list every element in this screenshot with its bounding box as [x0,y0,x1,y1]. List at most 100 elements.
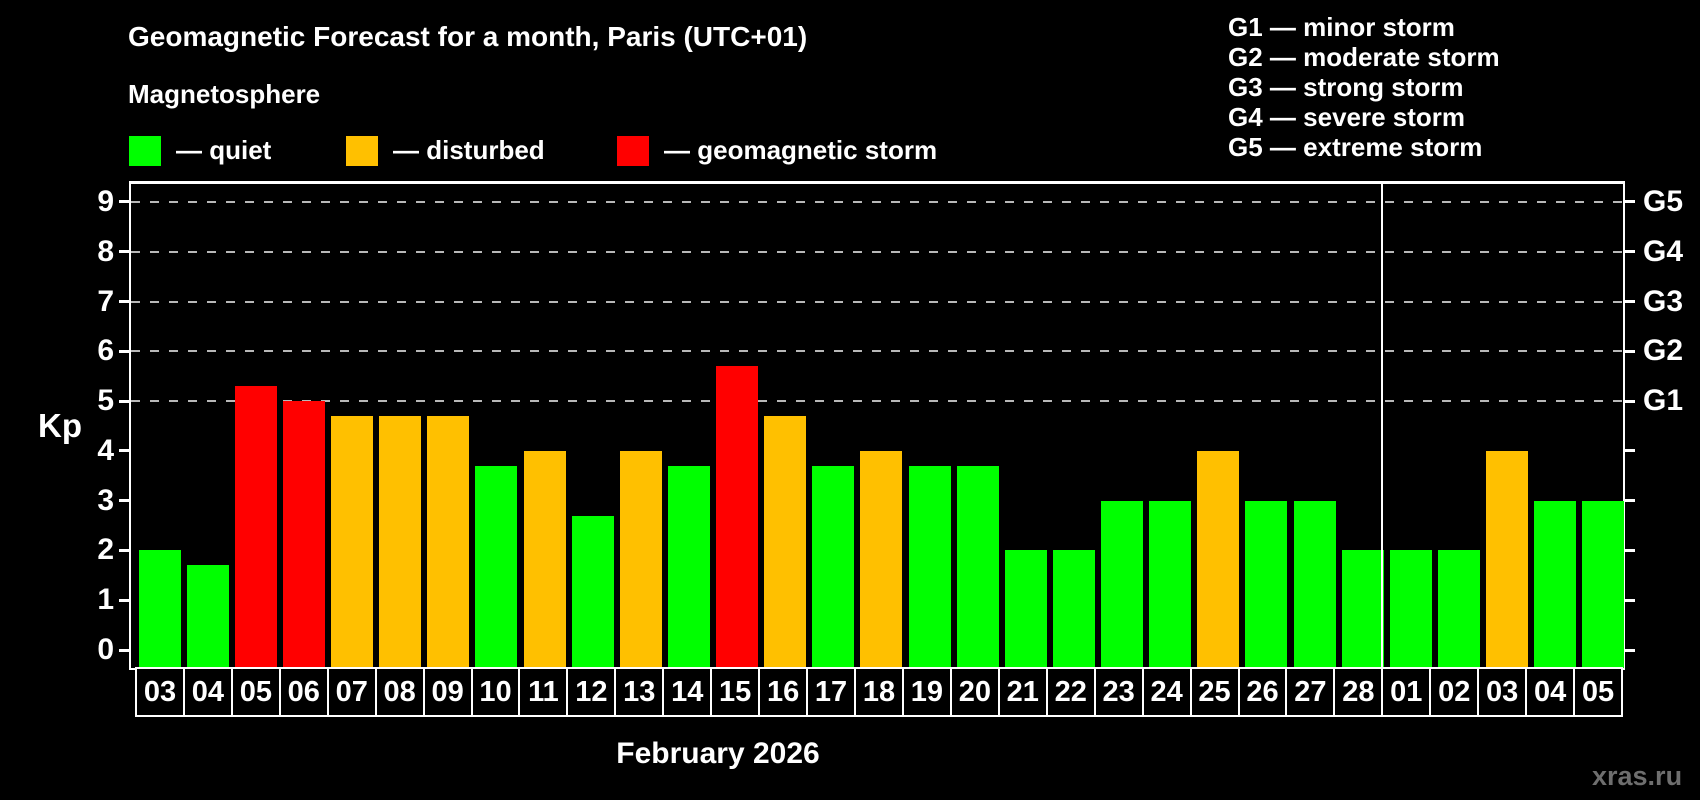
bar-04-quiet [1534,500,1577,668]
storm-code: G2 [1228,42,1263,72]
date-label-box: 24 [1141,667,1192,717]
bar-03-quiet [138,550,181,668]
date-label-box: 12 [566,667,617,717]
bar-25-disturbed [1197,450,1240,668]
legend-swatch-disturbed [346,135,378,166]
bar-24-quiet [1149,500,1192,668]
storm-code: G1 [1228,12,1263,42]
bar-23-quiet [1101,500,1144,668]
legend-item-storm: — geomagnetic storm [617,135,937,166]
bar-16-disturbed [764,416,807,668]
kp-status-legend: — quiet — disturbed — geomagnetic storm [0,135,1100,166]
bar-11-disturbed [523,450,566,668]
bar-03-disturbed [1486,450,1529,668]
date-label-box: 02 [1429,667,1480,717]
y-tick-right [1623,399,1635,403]
storm-scale-line-g2: G2 — moderate storm [1228,42,1500,72]
y-tick-left [119,548,131,552]
gridline-kp9 [131,200,1623,203]
y-tick-label: 7 [97,284,114,318]
bar-26-quiet [1245,500,1288,668]
date-label-box: 09 [422,667,473,717]
y-tick-right [1623,349,1635,353]
legend-label: — disturbed [393,135,545,166]
g-level-label-g1: G1 [1643,384,1684,418]
legend-label-text: geomagnetic storm [697,135,938,165]
y-tick-label: 9 [97,184,114,218]
storm-scale-line-g4: G4 — severe storm [1228,102,1500,132]
bar-18-disturbed [860,450,903,668]
date-label-box: 20 [949,667,1000,717]
storm-code: G5 [1228,132,1263,162]
y-tick-left [119,499,131,503]
date-label-box: 27 [1285,667,1336,717]
legend-swatch-quiet [129,135,161,166]
g-level-label-g5: G5 [1643,184,1684,218]
bar-22-quiet [1052,550,1095,668]
bar-01-quiet [1389,550,1432,668]
y-tick-left [119,598,131,602]
gridline-kp7 [131,300,1623,303]
bar-19-quiet [908,465,951,668]
bar-10-quiet [475,465,518,668]
gridline-kp5 [131,400,1623,403]
y-tick-left [119,349,131,353]
storm-scale-line-g5: G5 — extreme storm [1228,132,1500,162]
y-tick-label: 5 [97,384,114,418]
date-label-box: 04 [182,667,233,717]
date-label-box: 10 [470,667,521,717]
y-tick-right [1623,250,1635,254]
storm-scale-line-g1: G1 — minor storm [1228,12,1500,42]
date-label-box: 23 [1093,667,1144,717]
date-label-box: 28 [1333,667,1384,717]
date-label-box: 14 [662,667,713,717]
bar-15-storm [716,366,759,668]
xras-watermark: xras.ru [1592,761,1683,791]
date-label-box: 22 [1045,667,1096,717]
date-label-box: 18 [854,667,904,717]
bar-21-quiet [1004,550,1047,668]
g-level-label-g4: G4 [1643,234,1684,268]
g-level-label-g2: G2 [1643,334,1684,368]
y-tick-right [1623,449,1635,453]
legend-label: — quiet [176,135,271,166]
bar-09-disturbed [427,416,470,668]
bar-17-quiet [812,465,855,668]
y-tick-left [119,648,131,652]
legend-dash: — [176,135,202,165]
y-tick-left [119,399,131,403]
y-tick-left [119,449,131,453]
y-tick-label: 6 [97,334,114,368]
legend-label-text: quiet [209,135,272,165]
y-tick-right [1623,499,1635,503]
page-title: Geomagnetic Forecast for a month, Paris … [128,21,808,52]
date-label-box: 01 [1381,667,1432,717]
y-tick-label: 1 [97,583,114,617]
bar-20-quiet [956,465,999,668]
storm-code: G3 [1228,72,1263,102]
storm-label: minor storm [1303,12,1455,42]
bar-05-quiet [1582,500,1625,668]
storm-label: extreme storm [1303,132,1483,162]
storm-code: G4 [1228,102,1263,132]
bar-06-storm [282,401,325,668]
date-label-box: 05 [1573,667,1623,717]
bar-07-disturbed [331,416,374,668]
date-label-box: 15 [710,667,761,717]
y-tick-label: 0 [97,633,114,666]
y-tick-right [1623,598,1635,602]
date-label-box: 05 [230,667,281,717]
storm-scale-legend: G1 — minor storm G2 — moderate storm G3 — … [1228,12,1500,162]
y-tick-right [1623,300,1635,304]
storm-dash: — [1269,72,1296,102]
bar-02-quiet [1437,550,1480,668]
date-label-box: 17 [806,667,857,717]
legend-item-disturbed: — disturbed [346,135,545,166]
date-label-box: 26 [1237,667,1288,717]
y-axis-title: Kp [38,407,82,444]
date-label-box: 03 [135,667,185,717]
storm-dash: — [1269,102,1296,132]
y-tick-left [119,250,131,254]
g-level-label-g3: G3 [1643,284,1684,318]
date-label-box: 19 [901,667,952,717]
